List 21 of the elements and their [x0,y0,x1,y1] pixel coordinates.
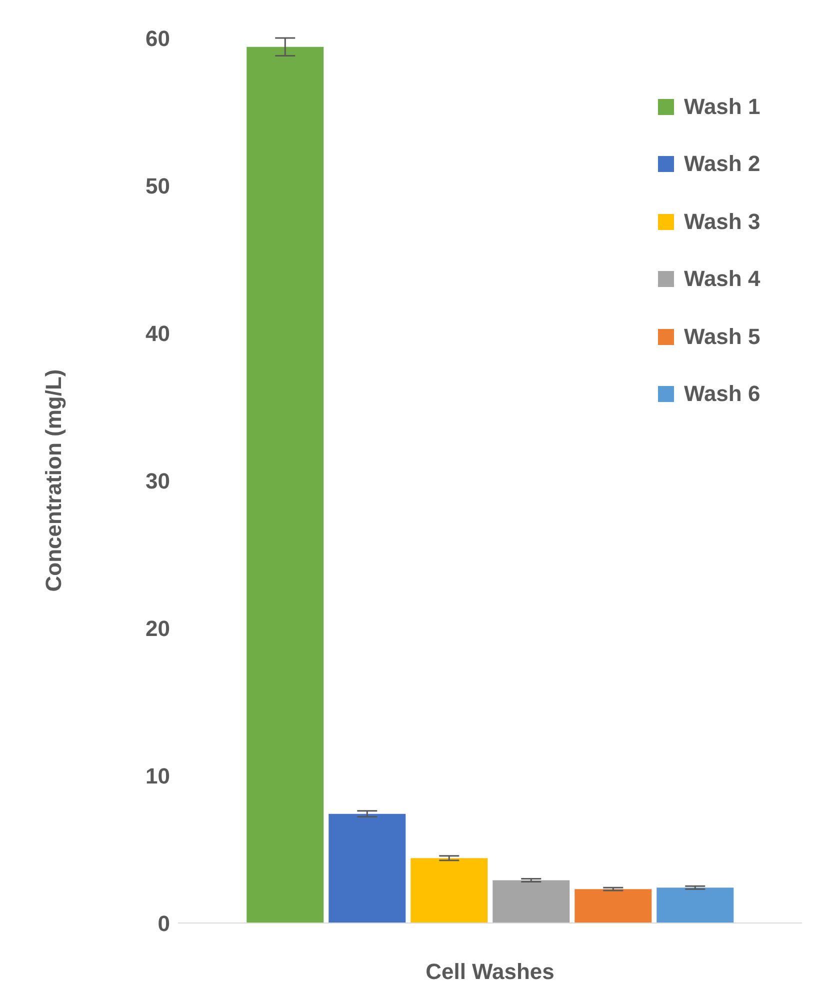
legend-label: Wash 3 [684,208,760,235]
legend-label: Wash 6 [684,381,760,408]
legend-label: Wash 2 [684,151,760,178]
bar [410,858,488,923]
y-tick-label: 20 [146,616,170,641]
y-tick-label: 50 [146,173,170,198]
bar [656,888,734,923]
legend-label: Wash 4 [684,266,760,292]
y-tick-label: 30 [146,468,170,494]
bar [246,46,324,923]
bar [574,889,652,923]
bar [328,814,406,923]
y-axis-title: Concentration (mg/L) [40,369,66,592]
y-tick-label: 10 [146,763,170,788]
y-tick-label: 60 [146,26,170,51]
y-tick-label: 0 [158,910,170,936]
x-axis-title: Cell Washes [426,959,554,984]
y-tick-label: 40 [146,320,170,346]
legend-label: Wash 1 [684,94,760,120]
bar [492,880,570,923]
legend-label: Wash 5 [684,324,760,350]
